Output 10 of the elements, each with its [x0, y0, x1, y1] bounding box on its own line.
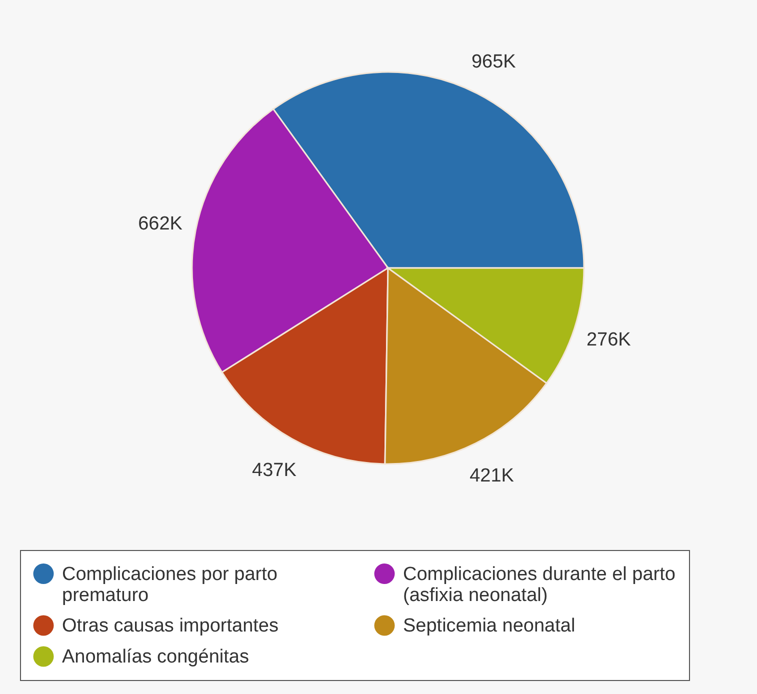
legend-label: Anomalías congénitas: [62, 646, 249, 668]
data-label: 421K: [470, 466, 514, 487]
data-label: 276K: [586, 330, 632, 351]
legend-label: Septicemia neonatal: [403, 616, 576, 636]
legend-label: Otras causas importantes: [62, 616, 278, 636]
data-label: 965K: [471, 51, 516, 72]
data-label: 437K: [252, 460, 297, 482]
legend-label: Complicaciones durante el parto (asfixia neonatal): [403, 564, 676, 606]
data-label: 662K: [138, 214, 183, 235]
legend-label: Complicaciones por parto prematuro: [62, 564, 278, 606]
